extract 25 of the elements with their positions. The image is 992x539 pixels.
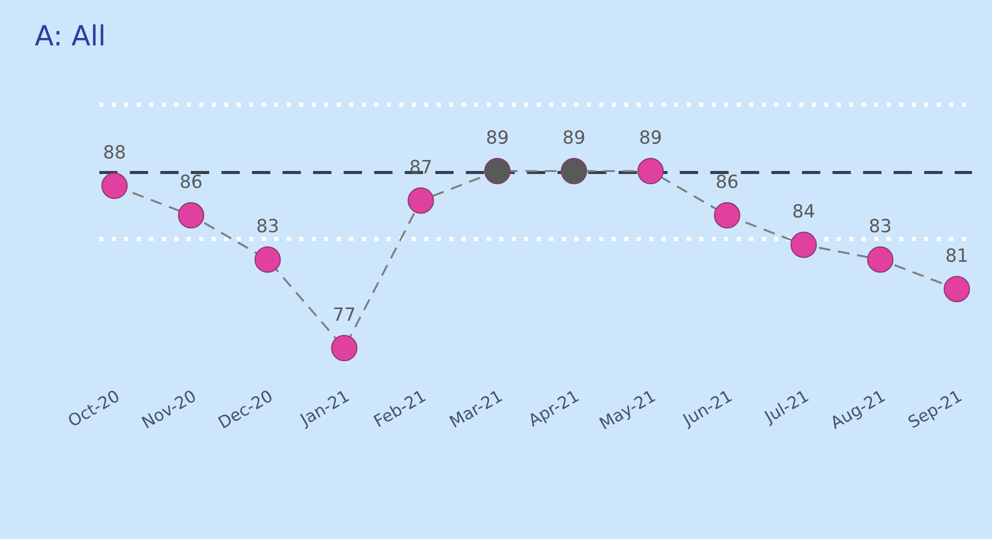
data-label: 89 xyxy=(564,130,584,144)
data-label: 84 xyxy=(793,204,814,218)
point xyxy=(637,158,664,184)
point xyxy=(484,158,511,184)
point xyxy=(101,172,128,199)
data-label: 89 xyxy=(640,130,661,144)
point xyxy=(178,202,204,228)
data-label: 81 xyxy=(946,248,967,262)
data-label: 89 xyxy=(487,130,508,144)
data-label: 86 xyxy=(180,174,202,188)
chart-title: A: All xyxy=(34,24,104,46)
data-label: 86 xyxy=(716,174,738,188)
point xyxy=(560,158,588,184)
point xyxy=(408,187,434,214)
data-label: 87 xyxy=(410,160,431,174)
point xyxy=(944,276,970,302)
data-label: 83 xyxy=(257,218,278,232)
point xyxy=(867,246,894,273)
point xyxy=(714,202,740,228)
point xyxy=(254,246,281,273)
data-label: 88 xyxy=(104,145,125,159)
data-label: 77 xyxy=(334,308,354,321)
point xyxy=(790,232,817,258)
point xyxy=(331,334,358,362)
data-label: 83 xyxy=(870,218,890,232)
